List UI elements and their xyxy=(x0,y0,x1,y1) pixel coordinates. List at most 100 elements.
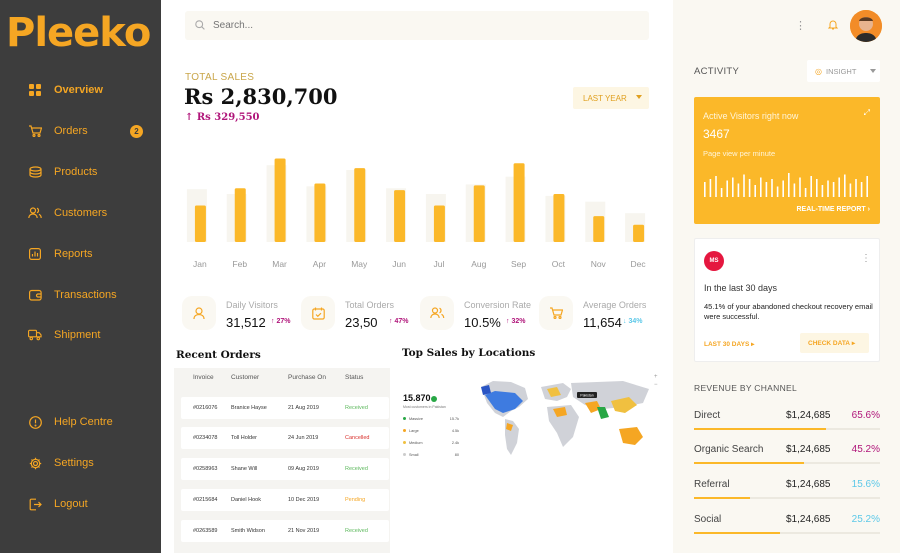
chart-bar-jan[interactable] xyxy=(194,205,206,242)
channel-percent: 45.2% xyxy=(851,444,880,455)
date-cell: 09 Aug 2019 xyxy=(288,466,319,472)
chart-bar-mar[interactable] xyxy=(274,158,286,242)
channel-name: Social xyxy=(694,514,722,525)
chevron-down-icon xyxy=(870,69,876,73)
sparkline-bar xyxy=(765,182,768,197)
bell-icon[interactable] xyxy=(827,17,839,35)
chart-bar-feb[interactable] xyxy=(234,188,246,242)
search-input[interactable] xyxy=(213,20,613,31)
orders-count-badge: 2 xyxy=(130,124,143,138)
sidebar-item-label: Help Centre xyxy=(54,416,113,428)
sparkline-bar xyxy=(788,173,790,197)
top-sales-title: Top Sales by Locations xyxy=(402,347,536,359)
legend-value: 2.4k xyxy=(451,441,459,445)
sidebar-item-label: Orders xyxy=(54,125,88,137)
progress-fill xyxy=(694,497,750,499)
chart-bar-apr[interactable] xyxy=(314,183,326,242)
brand-logo[interactable]: Pleeko xyxy=(6,10,151,56)
progress-track xyxy=(694,532,880,534)
customer-cell: Branice Hayse xyxy=(231,405,267,411)
sparkline-bar xyxy=(709,179,712,197)
column-header[interactable]: Purchase On xyxy=(288,374,326,381)
table-row[interactable]: #0258963 Shane Will 09 Aug 2019 Received xyxy=(181,458,389,480)
legend-value: 15.7k xyxy=(449,417,459,421)
column-header[interactable]: Invoice xyxy=(193,374,214,381)
range-label: LAST 30 DAYS xyxy=(704,341,750,348)
status-cell: Cancelled xyxy=(345,435,370,441)
check-data-button[interactable]: CHECK DATA ▸ xyxy=(800,333,869,353)
svg-text:+: + xyxy=(654,374,658,380)
right-panel: ⋮ ACTIVITY ◎ INSIGHT Active Visitors rig… xyxy=(673,0,900,553)
sidebar-item-overview[interactable]: Overview xyxy=(28,79,153,101)
invoice-cell: #0216076 xyxy=(193,405,218,411)
x-tick-label: Jun xyxy=(392,259,406,269)
sidebar: Pleeko Overview Orders 2 Products Custom… xyxy=(0,0,161,553)
activity-title: ACTIVITY xyxy=(694,66,740,77)
chart-bar-oct[interactable] xyxy=(553,194,565,242)
last-30-days-dropdown[interactable]: LAST 30 DAYS ▸ xyxy=(704,340,754,348)
world-map[interactable]: Pakistan + − xyxy=(473,373,661,463)
chart-bar-jul[interactable] xyxy=(433,205,445,242)
sparkline-bar xyxy=(748,179,751,197)
table-row[interactable]: #0263589 Smith Widson 21 Nov 2019 Receiv… xyxy=(181,520,389,542)
svg-text:−: − xyxy=(654,382,658,388)
date-cell: 21 Aug 2019 xyxy=(288,405,319,411)
more-vertical-icon[interactable]: ⋮ xyxy=(795,19,806,32)
column-header[interactable]: Customer xyxy=(231,374,260,381)
sparkline-bar xyxy=(821,185,824,197)
table-row[interactable]: #0234078 Toll Holder 24 Jun 2019 Cancell… xyxy=(181,427,389,449)
table-row[interactable]: #0215684 Daniel Hook 10 Dec 2019 Pending xyxy=(181,489,389,511)
chart-bar-sep[interactable] xyxy=(513,163,525,242)
progress-fill xyxy=(694,428,827,430)
search-bar[interactable] xyxy=(185,11,649,40)
period-label: LAST YEAR xyxy=(583,93,627,103)
sidebar-item-orders[interactable]: Orders 2 xyxy=(28,120,153,142)
sidebar-item-settings[interactable]: Settings xyxy=(28,452,153,474)
stat-label: Total Orders xyxy=(345,300,395,310)
sidebar-item-customers[interactable]: Customers xyxy=(28,202,153,224)
expand-icon[interactable]: ⤢ xyxy=(863,108,870,117)
x-tick-label: Jan xyxy=(193,259,207,269)
search-icon xyxy=(195,17,205,35)
column-header[interactable]: Status xyxy=(345,374,364,381)
sparkline-bar xyxy=(849,183,852,197)
sidebar-item-products[interactable]: Products xyxy=(28,161,153,183)
total-sales-delta: ↑ Rs 329,550 xyxy=(185,112,260,123)
main-content: TOTAL SALES Rs 2,830,700 ↑ Rs 329,550 LA… xyxy=(161,0,673,553)
sparkline-bar xyxy=(838,177,840,197)
stat-label: Average Orders xyxy=(583,300,647,310)
revenue-row-direct: Direct $1,24,685 65.6% xyxy=(694,406,880,436)
visitors-subtitle: Page view per minute xyxy=(703,149,776,158)
sidebar-item-transactions[interactable]: Transactions xyxy=(28,284,153,306)
sidebar-item-help-centre[interactable]: Help Centre xyxy=(28,411,153,433)
sparkline-bar xyxy=(754,185,756,197)
stat-delta: ↓ 34% xyxy=(623,318,643,325)
map-legend: Massive 15.7k Large 4.5k Medium 2.4k Sma… xyxy=(403,417,463,461)
chart-bar-nov[interactable] xyxy=(593,216,605,242)
chart-bar-jun[interactable] xyxy=(394,190,406,242)
help-icon xyxy=(28,415,42,429)
sidebar-item-shipment[interactable]: Shipment xyxy=(28,324,153,346)
insight-dropdown[interactable]: ◎ INSIGHT xyxy=(807,60,880,82)
sidebar-item-logout[interactable]: Logout xyxy=(28,493,153,515)
more-vertical-icon[interactable]: ⋮ xyxy=(861,253,871,264)
cart-icon xyxy=(28,124,42,138)
avatar[interactable] xyxy=(850,10,882,42)
sparkline-bar xyxy=(760,177,762,197)
recent-orders-title: Recent Orders xyxy=(176,349,261,361)
table-row[interactable]: #0216076 Branice Hayse 21 Aug 2019 Recei… xyxy=(181,397,389,419)
chart-bar-dec[interactable] xyxy=(633,224,645,242)
invoice-cell: #0215684 xyxy=(193,497,218,503)
x-tick-label: Sep xyxy=(511,259,526,269)
sparkline-bar xyxy=(804,188,807,197)
sidebar-item-label: Overview xyxy=(54,84,103,96)
chart-bar-aug[interactable] xyxy=(473,185,485,242)
stat-delta: ↑ 27% xyxy=(271,318,291,325)
status-cell: Received xyxy=(345,528,368,534)
sidebar-item-reports[interactable]: Reports xyxy=(28,243,153,265)
checkout-message: 45.1% of your abandoned checkout recover… xyxy=(704,302,873,322)
chart-bar-may[interactable] xyxy=(354,168,366,242)
x-tick-label: Jul xyxy=(433,259,444,269)
period-dropdown[interactable]: LAST YEAR xyxy=(573,87,649,109)
real-time-report-link[interactable]: REAL-TIME REPORT › xyxy=(796,206,870,213)
